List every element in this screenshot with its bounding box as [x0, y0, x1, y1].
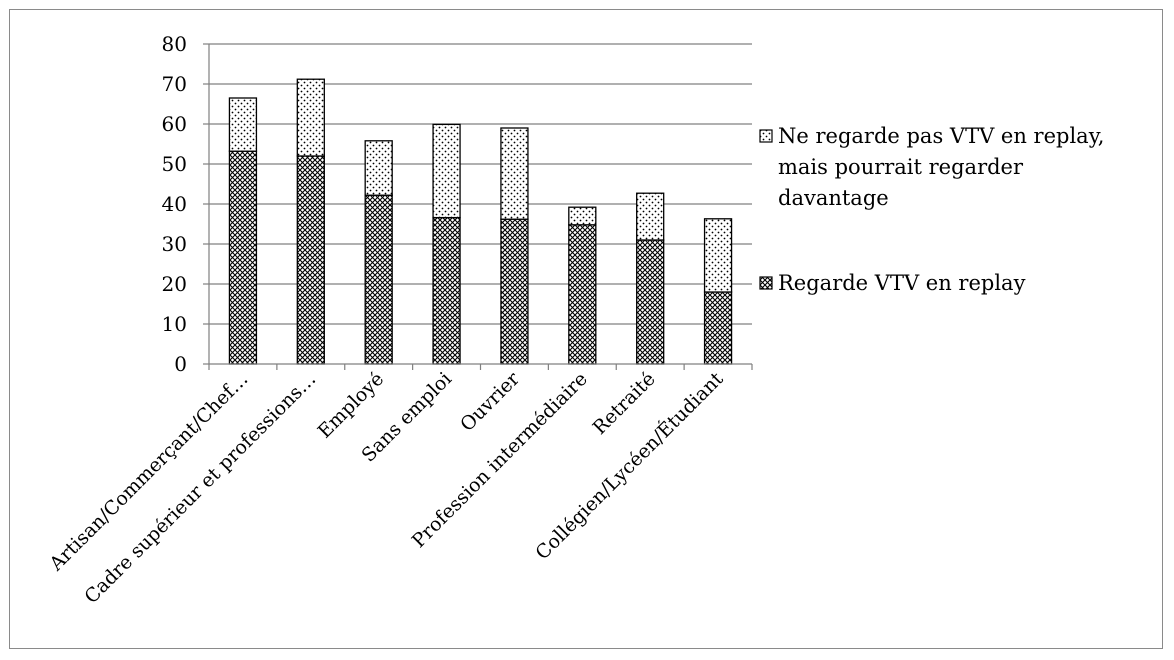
bar-pourrait-regarder [500, 127, 529, 220]
y-tick-label: 70 [162, 72, 187, 96]
bar-regarde-replay [228, 150, 258, 365]
bar-pourrait-regarder [364, 140, 393, 196]
bar-regarde-replay [568, 224, 597, 365]
legend-label: Ne regarde pas VTV en replay, [778, 124, 1104, 148]
bar-regarde-replay [296, 155, 325, 365]
y-tick-label: 50 [162, 152, 187, 176]
bar-regarde-replay [500, 218, 529, 365]
y-tick-label: 20 [162, 272, 187, 296]
legend-label: davantage [778, 186, 889, 210]
bar-pourrait-regarder [703, 218, 733, 293]
x-tick-label: Retraité [589, 368, 660, 439]
x-tick-label: Ouvrier [456, 367, 525, 436]
legend-label: Regarde VTV en replay [778, 271, 1026, 295]
bar-pourrait-regarder [568, 206, 597, 226]
legend-label: mais pourrait regarder [778, 155, 1024, 179]
bar-regarde-replay [636, 239, 665, 365]
legend-swatch [759, 129, 773, 143]
bar-pourrait-regarder [432, 123, 461, 219]
bar-regarde-replay [364, 194, 393, 365]
y-tick-label: 10 [162, 312, 187, 336]
bar-pourrait-regarder [636, 192, 665, 241]
bar-regarde-replay [703, 291, 733, 365]
y-tick-label: 0 [174, 352, 187, 376]
legend-swatch [759, 276, 773, 290]
bar-pourrait-regarder [296, 78, 325, 157]
bar-regarde-replay [432, 216, 461, 365]
bar-pourrait-regarder [228, 97, 258, 152]
y-tick-label: 80 [162, 32, 187, 56]
y-tick-label: 40 [162, 192, 187, 216]
y-tick-label: 60 [162, 112, 187, 136]
y-tick-label: 30 [162, 232, 187, 256]
